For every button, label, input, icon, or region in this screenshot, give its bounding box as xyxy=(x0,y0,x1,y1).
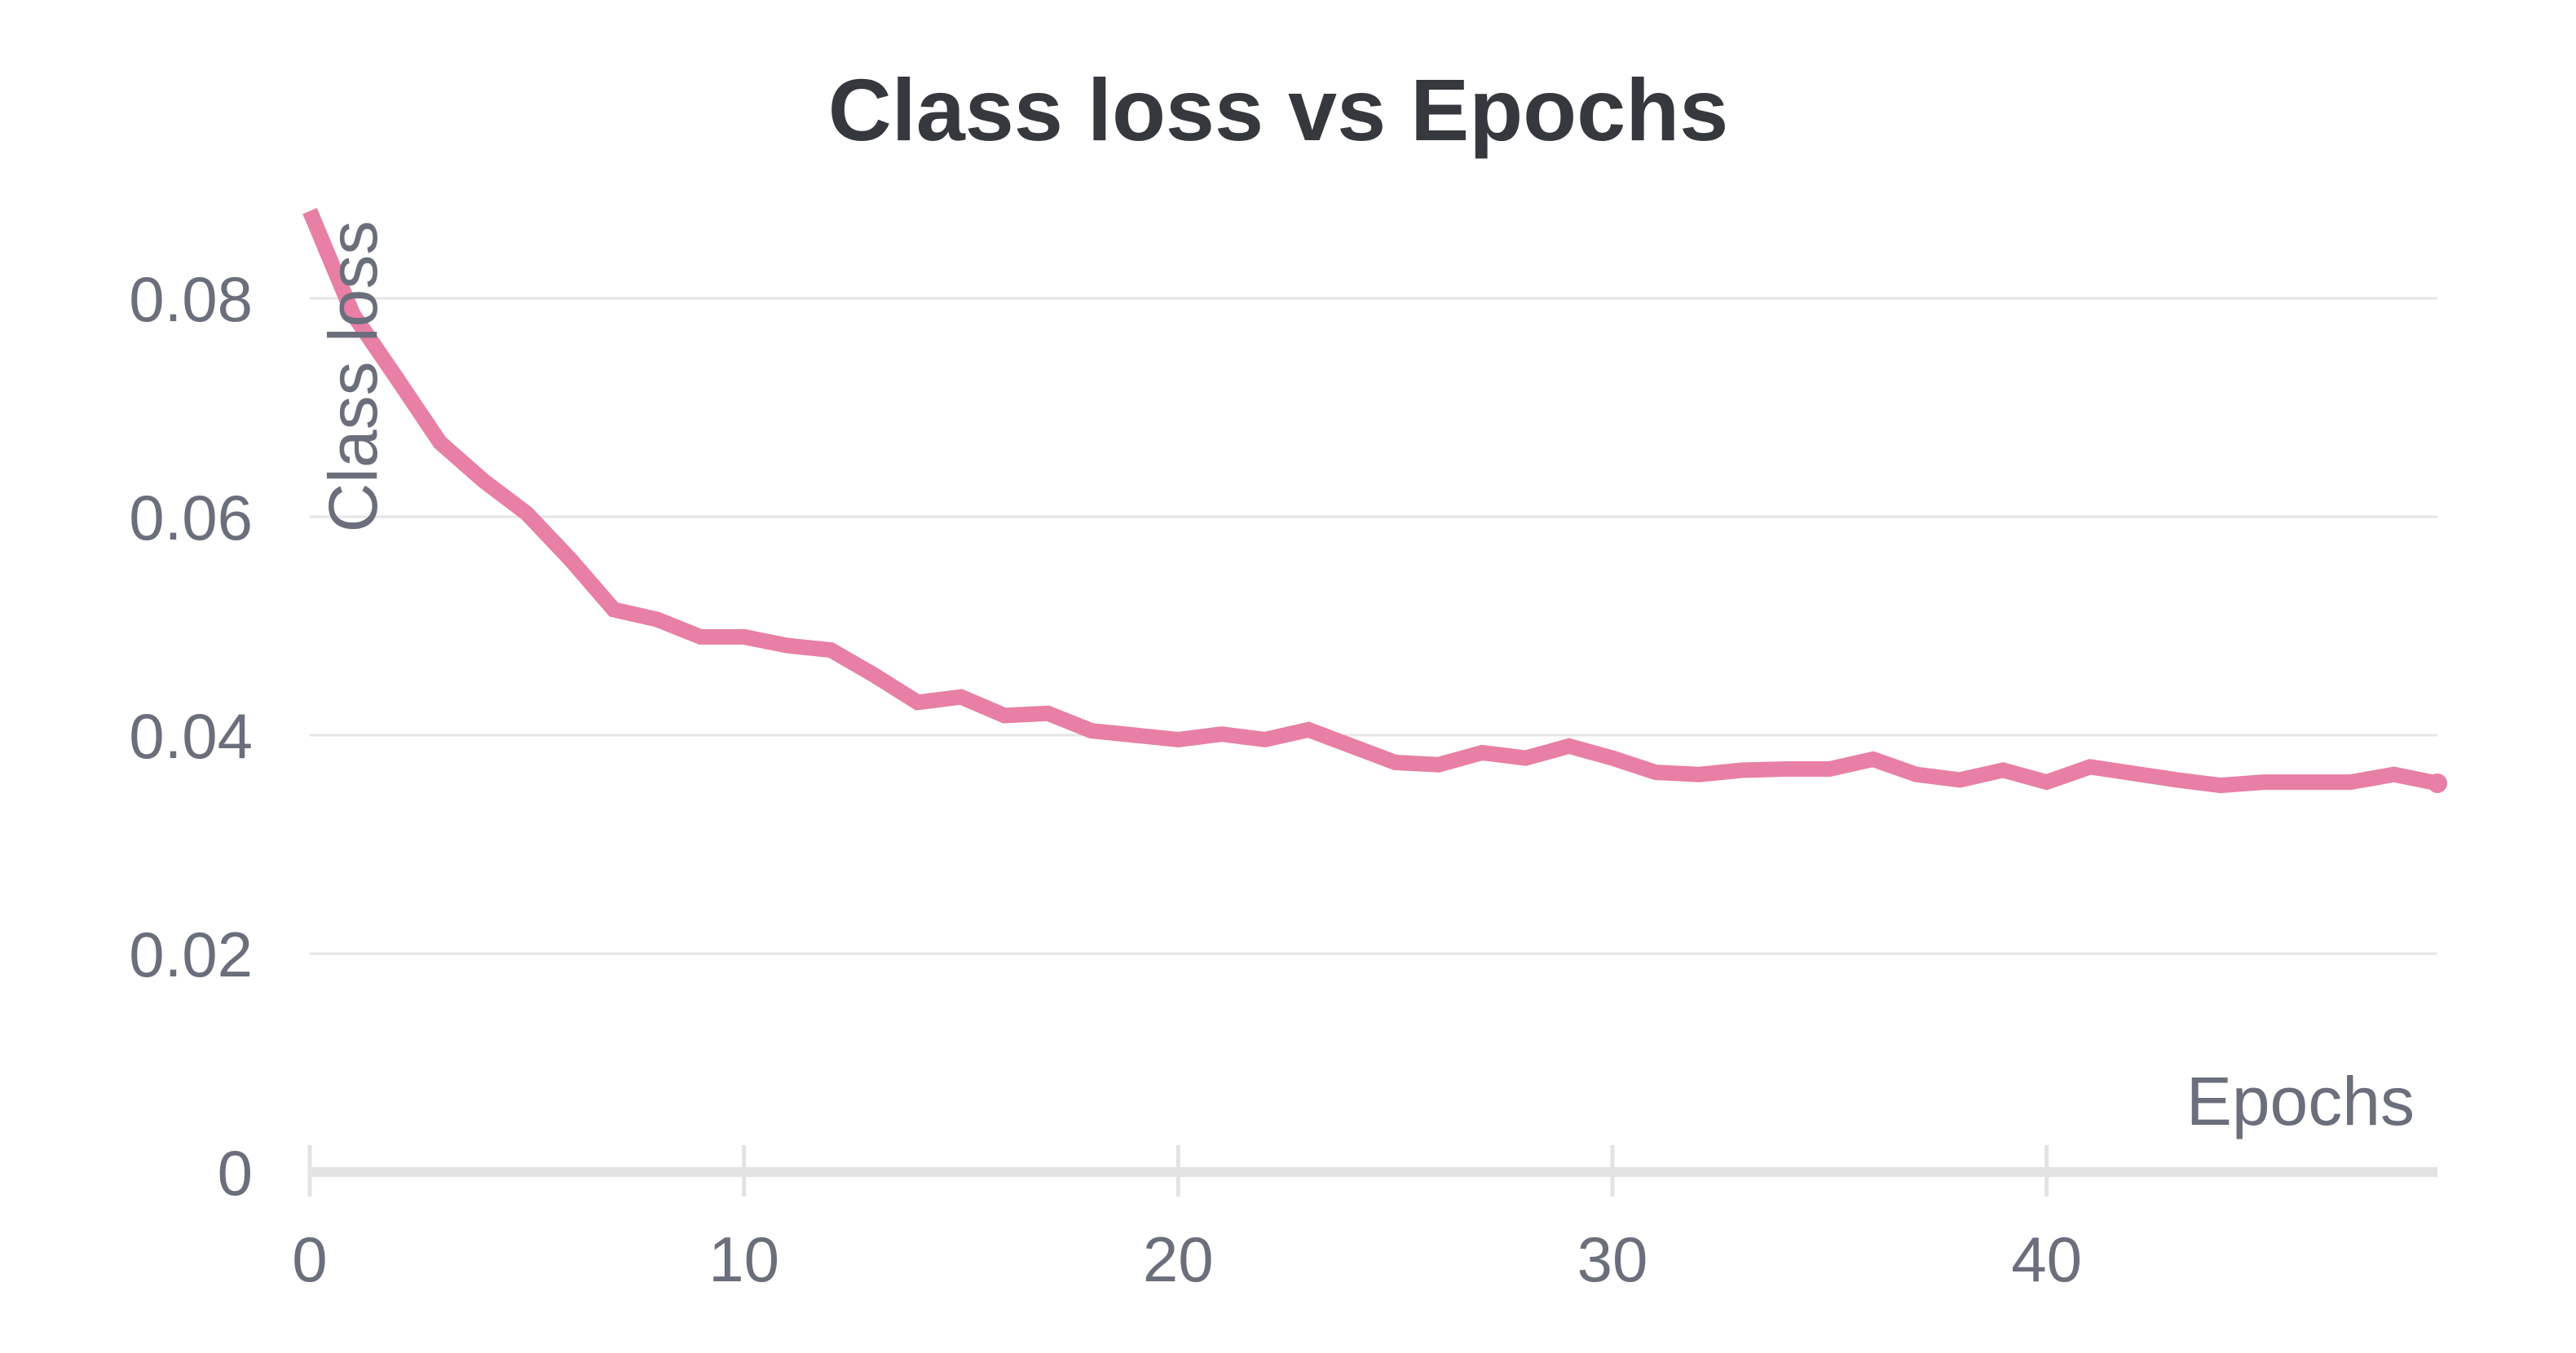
x-tick-label: 30 xyxy=(1577,1223,1648,1295)
y-tick-label: 0.04 xyxy=(129,700,253,772)
x-tick-label: 40 xyxy=(2011,1223,2082,1295)
x-axis-label: Epochs xyxy=(2186,1063,2415,1139)
chart-title: Class loss vs Epochs xyxy=(828,60,1729,159)
y-axis-label: Class loss xyxy=(315,221,391,533)
y-tick-label: 0 xyxy=(218,1137,253,1209)
y-tick-label: 0.08 xyxy=(129,263,253,335)
series-line xyxy=(302,208,2439,794)
grid-lines xyxy=(310,297,2437,955)
y-tick-label: 0.06 xyxy=(129,482,253,553)
data-point xyxy=(2428,773,2447,793)
series-layer xyxy=(302,208,2447,794)
x-tick-label: 0 xyxy=(292,1223,327,1295)
y-tick-label: 0.02 xyxy=(129,919,253,990)
y-axis-ticks: 0 0.02 0.04 0.06 0.08 xyxy=(129,263,253,1209)
x-axis-ticks: 0 10 20 30 40 xyxy=(292,1145,2082,1295)
x-tick-label: 10 xyxy=(708,1223,779,1295)
x-tick-label: 20 xyxy=(1143,1223,1214,1295)
